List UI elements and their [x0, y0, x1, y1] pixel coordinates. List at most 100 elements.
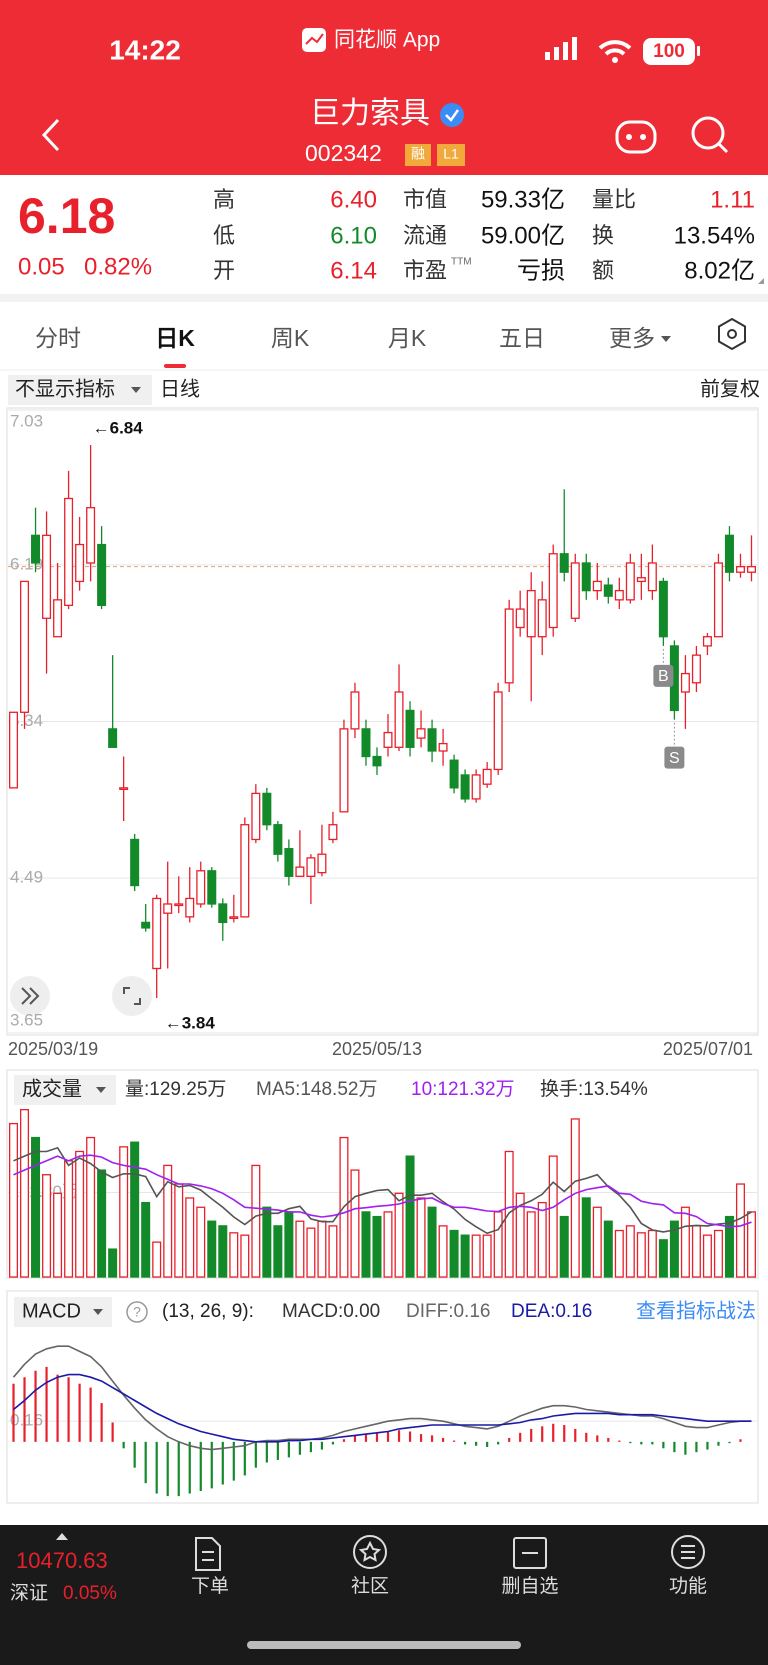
candle-body [427, 728, 437, 752]
candle-body [658, 580, 668, 638]
app-icon-mark [305, 33, 324, 45]
candle-body [691, 654, 701, 684]
indicator-link[interactable]: 查看指标战法 [636, 1299, 756, 1322]
volume-bar [603, 1220, 613, 1278]
line [13, 1154, 752, 1228]
wifi-dot [612, 57, 618, 63]
volume-bar [702, 1234, 712, 1278]
volume-bar [482, 1234, 492, 1278]
candle-body [482, 768, 492, 785]
help-icon[interactable] [126, 1301, 148, 1323]
time: 14:22 [109, 34, 181, 65]
quote-note: TTM [451, 257, 472, 268]
corner-mark [758, 278, 764, 284]
candle-body [251, 792, 261, 841]
footer-tab[interactable]: 下单 [191, 1575, 229, 1597]
volume-bar [86, 1136, 96, 1278]
volume-bar [284, 1211, 294, 1278]
home-indicator [247, 1641, 521, 1649]
footer-tab[interactable]: 功能 [669, 1575, 707, 1597]
volume-bar [97, 1169, 107, 1278]
footer-arrow [56, 1533, 68, 1540]
candle-body [152, 897, 162, 970]
quote-label: 市值 [403, 187, 447, 212]
signal-label: B [658, 668, 669, 685]
tab[interactable]: 周K [271, 325, 310, 351]
ma10-legend: 10:121.32万 [411, 1079, 515, 1100]
candle-body [218, 903, 228, 924]
turnover-legend: 换手:13.54% [540, 1078, 648, 1100]
volume-bar [570, 1118, 580, 1278]
candle-body [526, 589, 536, 638]
index-change: 0.05% [63, 1583, 117, 1604]
x-tick-label: 2025/07/01 [663, 1039, 753, 1059]
search-button[interactable] [691, 116, 725, 150]
volume-bar [152, 1241, 162, 1278]
fullscreen-icon [123, 987, 141, 1005]
tab[interactable]: 日K [155, 325, 195, 351]
robot-button[interactable] [615, 120, 657, 154]
indicator-select[interactable] [8, 375, 152, 405]
candle-body [350, 691, 360, 730]
tab[interactable]: 月K [388, 325, 427, 351]
volume-bar [471, 1234, 481, 1278]
quote-label: 高 [213, 187, 235, 212]
tab[interactable]: 更多 [609, 325, 655, 351]
price: 6.18 [18, 188, 115, 244]
settings-button[interactable] [718, 317, 746, 351]
candle-body [548, 553, 558, 629]
volume-bar [735, 1183, 745, 1278]
candle-body [713, 562, 723, 638]
volume-bar [449, 1229, 459, 1278]
volume-bar [350, 1169, 360, 1278]
candle-body [31, 534, 41, 564]
volume-bar [361, 1211, 371, 1278]
y-tick-label: 7.03 [10, 411, 43, 430]
battery-level: 100 [653, 41, 685, 62]
fullscreen-button[interactable] [112, 976, 152, 1016]
quote-grid: 高 6.40 市值 59.33亿 量比 1.11 低 6.10 流通 59.00亿 换 13.54% 开… [213, 186, 755, 284]
volume-bar [680, 1206, 690, 1278]
candle-body [504, 608, 514, 684]
volume-bar [130, 1141, 140, 1278]
volume-legend: 量:129.25万 [125, 1079, 226, 1100]
volume-bar [559, 1215, 569, 1278]
candle-body [174, 903, 184, 907]
volume-bar [592, 1206, 602, 1278]
quote-value: 6.10 [330, 222, 377, 249]
candle-body [339, 728, 349, 813]
adjust-label[interactable]: 前复权 [700, 377, 760, 400]
line [13, 1146, 752, 1235]
y-tick-label: 0.16 [10, 1411, 43, 1430]
candle-body [328, 824, 338, 841]
tab[interactable]: 五日 [499, 325, 545, 351]
back-button[interactable] [41, 118, 60, 152]
line [12, 1373, 752, 1443]
quote-label: 额 [592, 258, 614, 283]
tab[interactable]: 分时 [35, 325, 81, 351]
quote-label: 量比 [592, 187, 636, 212]
y-tick-label: 4.49 [10, 868, 43, 887]
candle-body [592, 580, 602, 592]
volume-bar [53, 1192, 63, 1278]
indicator-label: 不显示指标 [15, 377, 115, 400]
candle-body [372, 755, 382, 767]
volume-bar [526, 1211, 536, 1278]
volume-bar [372, 1215, 382, 1278]
signal-box [653, 664, 674, 687]
volume-bar [394, 1192, 404, 1278]
x-tick-label: 2025/05/13 [332, 1039, 422, 1059]
volume-bar [658, 1239, 668, 1278]
candle-body [537, 599, 547, 638]
volume-bar [262, 1206, 272, 1278]
x-tick-label: 2025/03/19 [8, 1039, 98, 1059]
footer-tab[interactable]: 删自选 [501, 1575, 558, 1597]
footer-tab[interactable]: 社区 [351, 1575, 389, 1597]
volume-bar [185, 1197, 195, 1278]
line [12, 1345, 752, 1451]
app-name: 同花顺 App [334, 29, 440, 52]
volume-bar [438, 1225, 448, 1278]
candle-body [20, 580, 30, 713]
candle-body [438, 742, 448, 752]
candle-body [614, 589, 624, 601]
